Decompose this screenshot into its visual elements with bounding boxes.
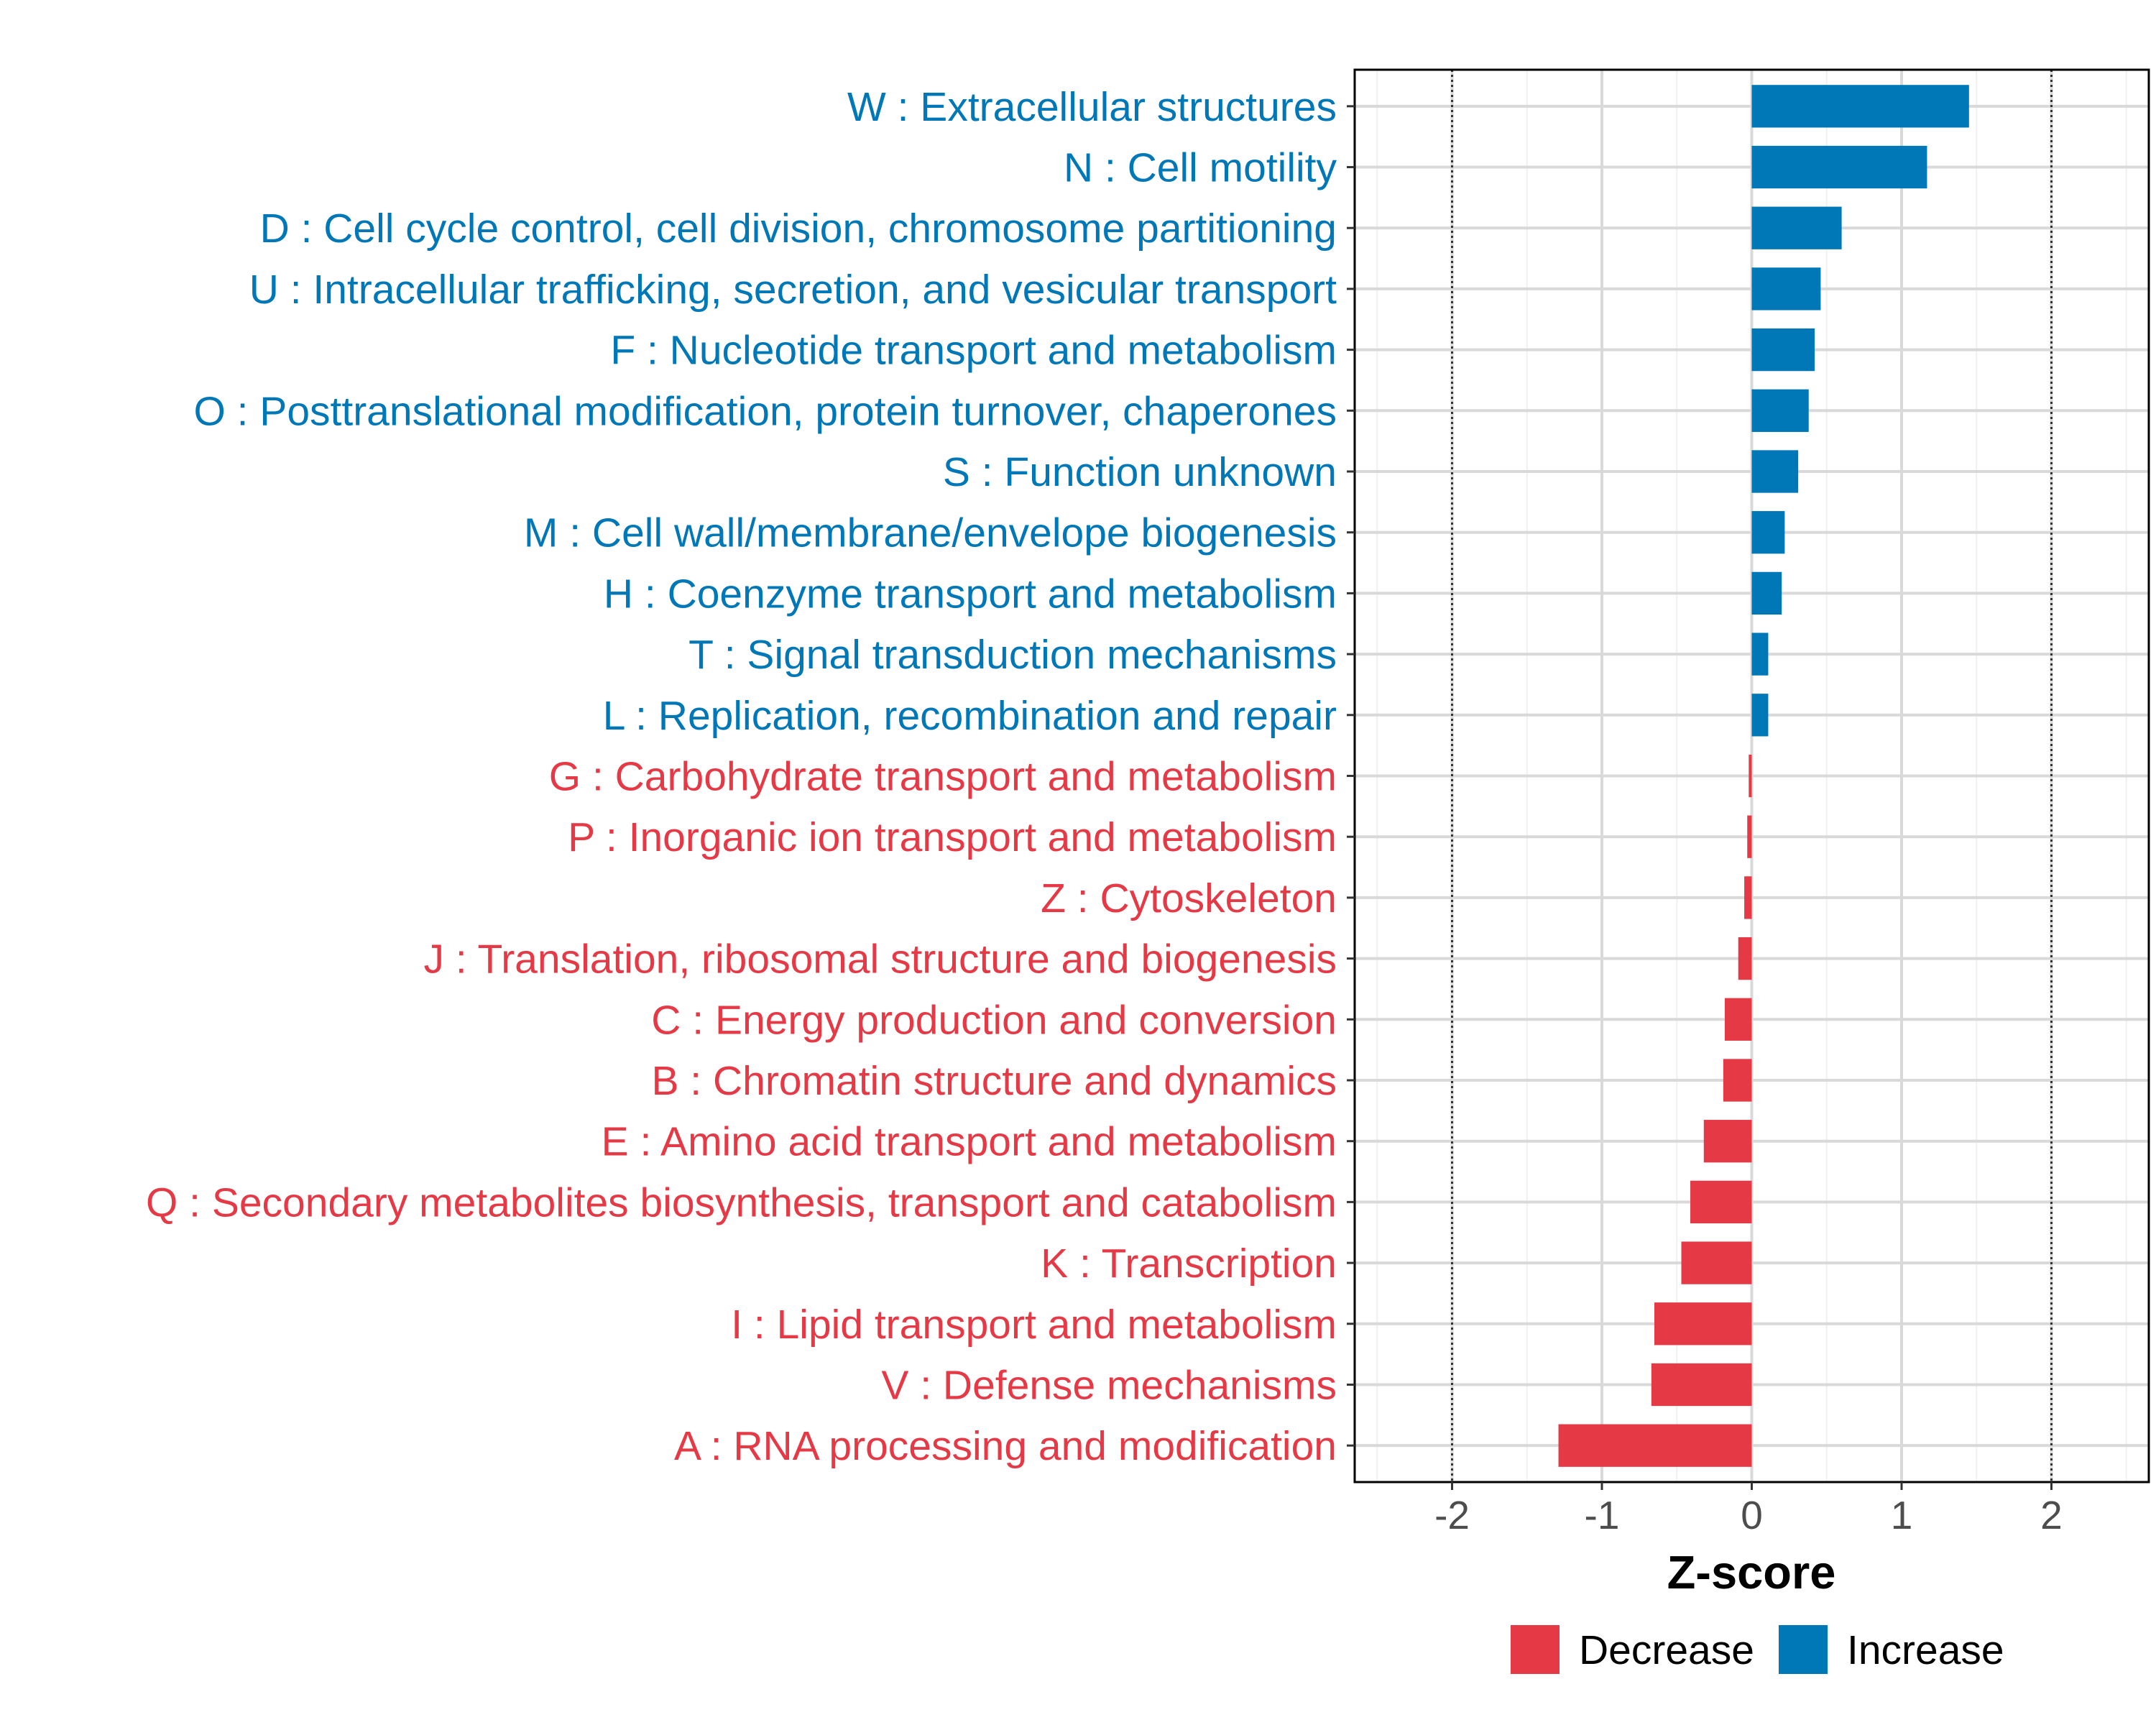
y-axis: W : Extracellular structures N : Cell mot…	[146, 84, 1355, 1469]
category-label: W : Extracellular structures	[847, 84, 1337, 130]
category-label: A : RNA processing and modification	[674, 1423, 1337, 1469]
x-tick-label: 0	[1741, 1493, 1763, 1537]
x-tick-label: 2	[2040, 1493, 2063, 1537]
category-label: F : Nucleotide transport and metabolism	[610, 328, 1337, 374]
category-label: H : Coenzyme transport and metabolism	[604, 571, 1337, 617]
bar	[1751, 389, 1809, 432]
category-label: B : Chromatin structure and dynamics	[651, 1058, 1337, 1104]
bars	[1558, 85, 1969, 1467]
x-tick-label: -1	[1585, 1493, 1620, 1537]
bar	[1751, 571, 1782, 615]
category-label: V : Defense mechanisms	[881, 1362, 1337, 1408]
category-label: U : Intracellular trafficking, secretion…	[249, 267, 1337, 313]
category-label: E : Amino acid transport and metabolism	[602, 1119, 1337, 1165]
bar	[1744, 876, 1752, 919]
x-tick-label: -2	[1434, 1493, 1470, 1537]
bar	[1751, 632, 1769, 676]
bar	[1751, 206, 1842, 249]
legend-key-increase	[1779, 1625, 1828, 1674]
legend: Decrease Increase	[1511, 1625, 2004, 1674]
category-label: S : Function unknown	[943, 449, 1337, 495]
bar	[1558, 1424, 1752, 1467]
category-label: G : Carbohydrate transport and metabolis…	[549, 754, 1337, 800]
bar	[1651, 1363, 1752, 1407]
category-label: N : Cell motility	[1064, 145, 1337, 191]
category-label: L : Replication, recombination and repai…	[603, 693, 1337, 739]
category-label: O : Posttranslational modification, prot…	[193, 388, 1337, 434]
legend-label-increase: Increase	[1847, 1627, 2004, 1673]
bar	[1751, 511, 1785, 554]
category-label: J : Translation, ribosomal structure and…	[424, 937, 1337, 983]
bar	[1747, 815, 1752, 858]
bar	[1703, 1120, 1752, 1163]
category-label: Q : Secondary metabolites biosynthesis, …	[146, 1179, 1337, 1225]
category-label: Z : Cytoskeleton	[1041, 875, 1337, 921]
legend-key-decrease	[1511, 1625, 1560, 1674]
bar	[1751, 450, 1799, 493]
bar	[1751, 145, 1927, 189]
bar	[1749, 754, 1752, 798]
bar	[1751, 85, 1969, 128]
bar	[1723, 1059, 1752, 1102]
bar	[1654, 1302, 1752, 1346]
category-label: K : Transcription	[1041, 1241, 1337, 1287]
category-label: C : Energy production and conversion	[651, 997, 1337, 1043]
x-axis-title: Z-score	[1667, 1546, 1836, 1598]
bar	[1751, 328, 1815, 372]
category-label: D : Cell cycle control, cell division, c…	[260, 206, 1337, 252]
x-axis: -2 -1 0 1 2	[1434, 1482, 2063, 1537]
reference-lines	[1451, 70, 2053, 1482]
category-label: P : Inorganic ion transport and metaboli…	[568, 814, 1337, 860]
legend-label-decrease: Decrease	[1579, 1627, 1754, 1673]
bar	[1738, 937, 1752, 980]
bar	[1751, 694, 1769, 737]
bar	[1690, 1180, 1752, 1224]
x-tick-label: 1	[1891, 1493, 1913, 1537]
bar	[1681, 1241, 1752, 1284]
bar	[1724, 998, 1752, 1041]
bar	[1751, 267, 1821, 310]
category-label: T : Signal transduction mechanisms	[688, 632, 1337, 678]
category-label: I : Lipid transport and metabolism	[731, 1302, 1337, 1348]
category-label: M : Cell wall/membrane/envelope biogenes…	[524, 510, 1337, 556]
